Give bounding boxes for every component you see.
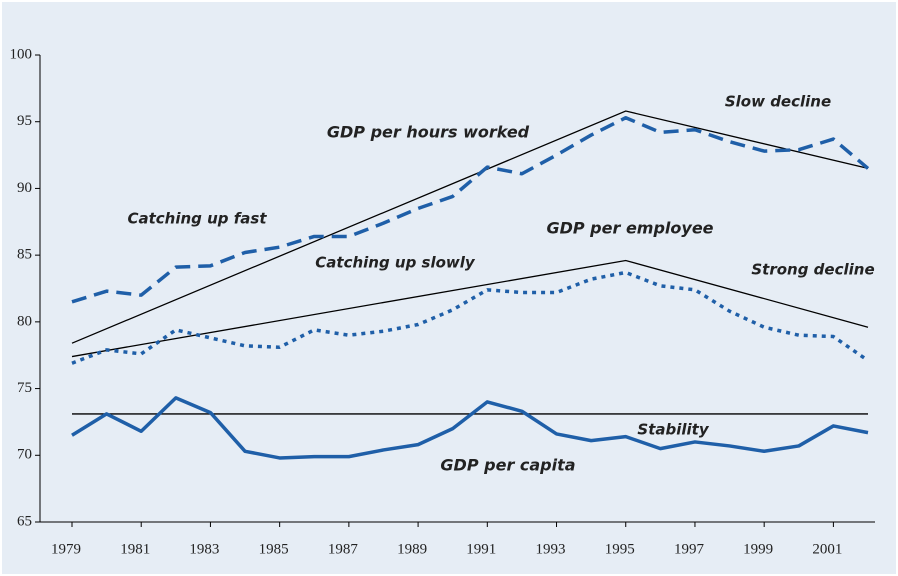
x-tick-label: 1999 (743, 541, 773, 557)
annotation: Stability (637, 421, 709, 439)
series-label: GDP per employee (546, 219, 713, 238)
y-tick-label: 75 (17, 380, 32, 396)
x-tick-label: 1979 (51, 541, 81, 557)
y-tick-label: 85 (17, 247, 32, 263)
x-tick-label: 1993 (536, 541, 566, 557)
annotation: Catching up fast (127, 210, 267, 228)
x-tick-label: 1997 (674, 541, 705, 557)
series-line (71, 396, 869, 460)
annotation: Strong decline (751, 261, 874, 279)
x-tick-label: 1981 (120, 541, 150, 557)
x-tick-label: 2001 (812, 541, 842, 557)
annotation: Slow decline (725, 93, 831, 111)
x-tick-label: 1987 (328, 541, 359, 557)
x-tick-label: 1995 (605, 541, 635, 557)
x-tick-label: 1985 (259, 541, 289, 557)
y-tick-label: 100 (10, 46, 33, 62)
y-tick-label: 65 (17, 513, 32, 529)
y-tick-label: 90 (17, 180, 32, 196)
series-label: GDP per hours worked (327, 123, 530, 142)
x-tick-label: 1991 (466, 541, 496, 557)
x-tick-label: 1989 (397, 541, 427, 557)
trend-line (71, 259, 869, 358)
series-label: GDP per capita (440, 456, 575, 475)
x-tick-label: 1983 (189, 541, 219, 557)
annotation: Catching up slowly (315, 254, 476, 272)
y-tick-label: 95 (17, 113, 32, 129)
y-tick-label: 80 (17, 313, 32, 329)
y-tick-label: 70 (17, 447, 32, 463)
series-line (71, 115, 870, 304)
